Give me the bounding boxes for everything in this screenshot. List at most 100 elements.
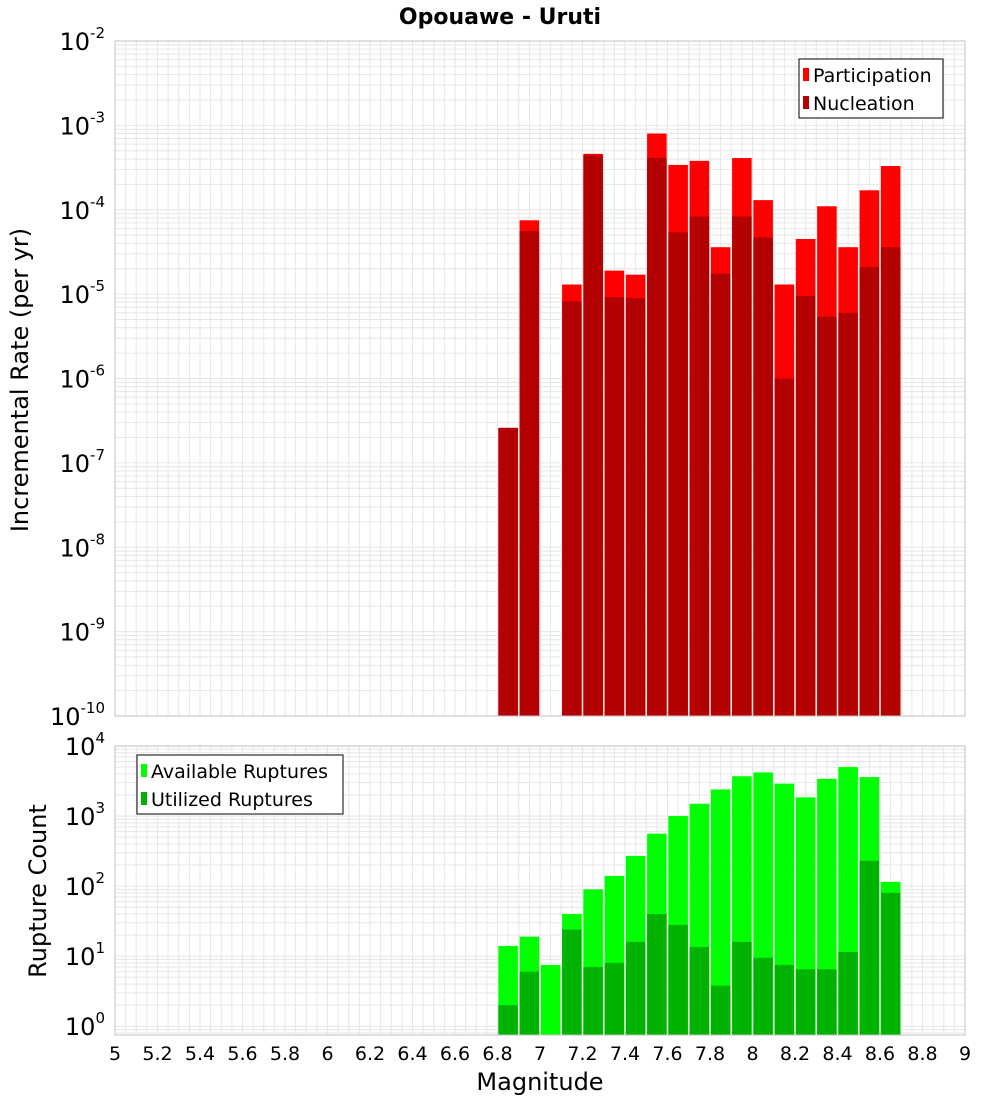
utilized-ruptures-bar — [583, 967, 603, 1035]
nucleation-bar — [817, 316, 837, 716]
y-tick-base: 10 — [65, 803, 96, 831]
x-tick-label: 9 — [959, 1043, 971, 1065]
utilized-ruptures-bar — [795, 969, 816, 1035]
x-tick-label: 7.4 — [610, 1043, 640, 1065]
y-tick-exponent: -3 — [90, 108, 105, 126]
y-tick-exponent: -7 — [90, 446, 105, 464]
y-tick-exponent: 2 — [95, 869, 105, 887]
x-axis-label: Magnitude — [476, 1068, 603, 1096]
legend-swatch — [803, 96, 809, 109]
y-tick-label: 103 — [65, 799, 105, 831]
x-tick-label: 8.2 — [780, 1043, 810, 1065]
nucleation-bar — [732, 216, 752, 716]
y-tick-base: 10 — [59, 281, 90, 309]
y-tick-label: 10-6 — [59, 362, 105, 394]
count-y-axis-label: Rupture Count — [24, 804, 52, 978]
nucleation-bar — [795, 296, 816, 716]
utilized-ruptures-bar — [668, 924, 688, 1035]
chart-title: Opouawe - Uruti — [399, 5, 601, 30]
y-tick-base: 10 — [65, 733, 96, 761]
x-tick-label: 7.2 — [567, 1043, 597, 1065]
y-tick-base: 10 — [65, 1013, 96, 1041]
y-tick-exponent: -2 — [90, 24, 105, 42]
y-tick-base: 10 — [65, 943, 96, 971]
utilized-ruptures-bar — [732, 941, 752, 1035]
y-tick-label: 10-9 — [59, 615, 105, 647]
y-tick-exponent: -4 — [90, 193, 105, 211]
nucleation-bar — [519, 230, 540, 716]
nucleation-bar — [880, 247, 901, 716]
y-tick-base: 10 — [59, 112, 90, 140]
legend-box — [798, 58, 944, 119]
utilized-ruptures-bar — [625, 941, 646, 1035]
nucleation-bar — [583, 155, 603, 716]
x-tick-label: 5.8 — [270, 1043, 300, 1065]
utilized-ruptures-bar — [710, 985, 731, 1035]
y-tick-base: 10 — [65, 873, 96, 901]
y-tick-exponent: -8 — [90, 530, 105, 548]
nucleation-bar — [604, 297, 625, 716]
legend-label: Utilized Ruptures — [151, 789, 313, 811]
utilized-ruptures-bar — [880, 892, 901, 1035]
y-tick-label: 10-5 — [59, 277, 105, 309]
available-ruptures-bar — [710, 789, 731, 1035]
y-tick-exponent: -5 — [90, 277, 105, 295]
x-tick-label: 5.6 — [227, 1043, 257, 1065]
y-tick-base: 10 — [59, 619, 90, 647]
y-tick-exponent: 4 — [95, 729, 105, 747]
y-tick-label: 10-3 — [59, 108, 105, 140]
utilized-ruptures-bar — [774, 964, 795, 1035]
y-tick-exponent: -10 — [81, 699, 106, 717]
plot-frame — [114, 40, 966, 717]
x-tick-label: 7 — [534, 1043, 546, 1065]
nucleation-bar — [838, 312, 858, 716]
y-tick-exponent: 3 — [95, 799, 105, 817]
x-tick-label: 8.8 — [907, 1043, 937, 1065]
nucleation-bar — [710, 273, 731, 716]
utilized-ruptures-bar — [817, 969, 837, 1035]
available-ruptures-bar — [540, 964, 561, 1035]
x-tick-label: 6.6 — [440, 1043, 470, 1065]
legend-label: Available Ruptures — [151, 761, 328, 783]
utilized-ruptures-bar — [753, 957, 773, 1035]
nucleation-bar — [859, 266, 880, 716]
rate-y-axis-label: Incremental Rate (per yr) — [6, 228, 34, 532]
y-tick-label: 101 — [65, 939, 105, 971]
y-tick-base: 10 — [59, 28, 90, 56]
utilized-ruptures-bar — [859, 860, 880, 1035]
utilized-ruptures-bar — [498, 1005, 518, 1035]
utilized-ruptures-bar — [604, 962, 625, 1035]
y-tick-base: 10 — [59, 450, 90, 478]
y-tick-base: 10 — [50, 703, 81, 731]
y-tick-base: 10 — [59, 366, 90, 394]
y-tick-label: 10-10 — [50, 699, 105, 731]
utilized-ruptures-bar — [647, 914, 667, 1035]
legend: Participation Nucleation — [798, 58, 944, 119]
y-tick-base: 10 — [59, 197, 90, 225]
y-tick-label: 10-7 — [59, 446, 105, 478]
x-tick-label: 5.2 — [142, 1043, 172, 1065]
x-tick-label: 6.4 — [397, 1043, 427, 1065]
x-tick-label: 6.8 — [482, 1043, 512, 1065]
rate-panel: 10-1010-910-810-710-610-510-410-310-2Par… — [50, 24, 966, 731]
plot-frame — [114, 745, 966, 1036]
nucleation-bar — [562, 301, 582, 716]
x-tick-label: 8 — [746, 1043, 758, 1065]
nucleation-bar — [774, 378, 795, 716]
x-tick-label: 7.6 — [652, 1043, 682, 1065]
x-tick-label: 5.4 — [185, 1043, 215, 1065]
y-tick-exponent: 0 — [95, 1009, 105, 1027]
nucleation-bar — [668, 232, 688, 716]
utilized-ruptures-bar — [562, 929, 582, 1035]
nucleation-bar — [498, 427, 518, 716]
nucleation-bar — [753, 237, 773, 716]
nucleation-bar — [647, 158, 667, 716]
legend-box — [136, 754, 344, 815]
legend-swatch — [141, 764, 147, 777]
x-tick-label: 8.6 — [865, 1043, 895, 1065]
y-tick-exponent: 1 — [95, 939, 105, 957]
utilized-ruptures-bar — [689, 947, 710, 1035]
y-tick-label: 10-4 — [59, 193, 105, 225]
